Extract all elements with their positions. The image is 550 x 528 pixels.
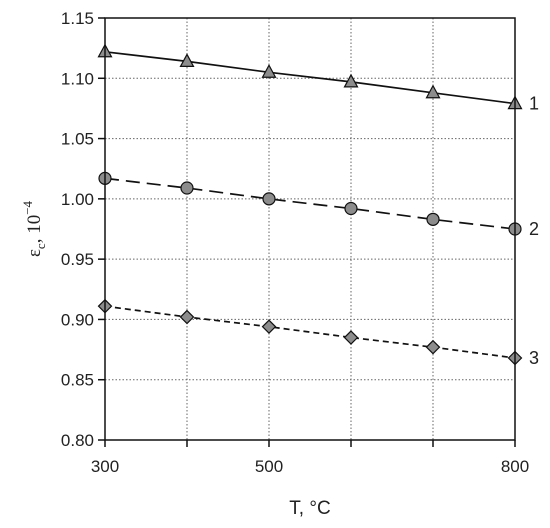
data-point [261, 319, 277, 335]
data-point [343, 330, 359, 345]
series-3: 3 [97, 298, 539, 368]
series-1: 1 [97, 43, 539, 114]
x-tick-label: 800 [501, 457, 529, 476]
data-point [261, 63, 277, 78]
y-tick-label: 0.95 [61, 250, 94, 269]
series-label: 1 [529, 94, 539, 114]
y-tick-label: 1.10 [61, 69, 94, 88]
data-point [425, 339, 441, 355]
series-line [104, 305, 516, 359]
data-point [180, 181, 194, 195]
plot-frame [104, 17, 516, 441]
y-axis-title-main: ε [24, 249, 45, 257]
data-point [344, 201, 358, 216]
data-point [426, 212, 440, 226]
series-label: 3 [529, 348, 539, 368]
series-line [104, 177, 516, 230]
y-axis-title-superscript: −4 [20, 200, 35, 214]
data-point [262, 192, 276, 206]
y-tick-label: 1.05 [61, 130, 94, 149]
grid [105, 18, 515, 440]
x-axis-title: T, °C [289, 498, 330, 519]
y-axis-title-rest: , 10 [24, 215, 45, 244]
data-point [179, 53, 195, 68]
y-tick-label: 0.85 [61, 371, 94, 390]
ticks: 0.80 0.85 0.90 0.95 1.00 1.05 1.10 1.15 300 500 80… [61, 9, 529, 476]
y-tick-label: 0.80 [61, 431, 94, 450]
x-tick-label: 500 [255, 457, 283, 476]
series-line [104, 50, 516, 105]
y-tick-label: 1.15 [61, 9, 94, 28]
series-label: 2 [529, 219, 539, 239]
series-2: 2 [98, 171, 539, 239]
y-axis-title: εc, 10−4 [20, 200, 48, 257]
data-point [343, 73, 359, 88]
data-point [179, 309, 195, 325]
y-axis-title-subscript: c [33, 243, 48, 249]
y-tick-label: 0.90 [61, 310, 94, 329]
y-tick-label: 1.00 [61, 190, 94, 209]
data-point [425, 84, 441, 99]
x-tick-label: 300 [91, 457, 119, 476]
